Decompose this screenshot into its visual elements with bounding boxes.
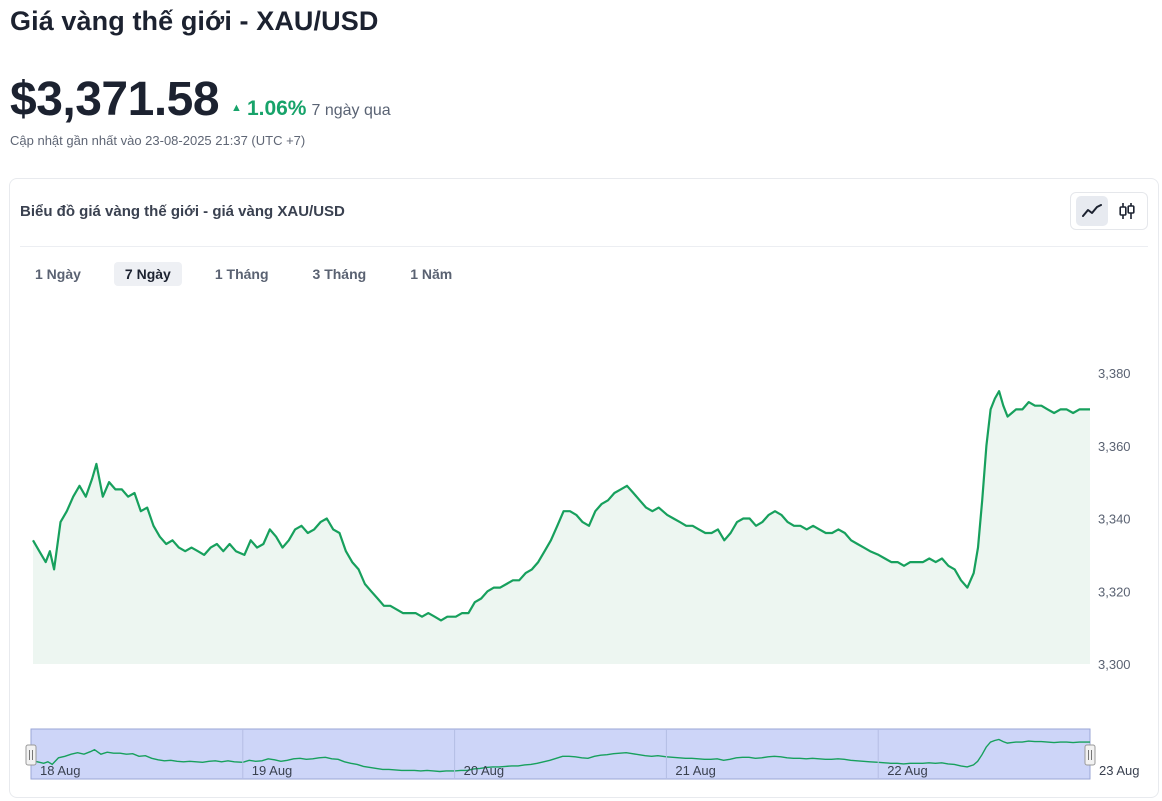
price-change: ▲ 1.06% 7 ngày qua bbox=[231, 97, 391, 121]
navigator-date-label: 20 Aug bbox=[464, 763, 505, 778]
navigator-line bbox=[30, 738, 1090, 773]
y-tick-label: 3,360 bbox=[1098, 439, 1131, 454]
candlestick-button[interactable] bbox=[1111, 196, 1143, 226]
y-tick-label: 3,300 bbox=[1098, 657, 1131, 672]
line-chart-icon bbox=[1081, 204, 1102, 217]
price-line bbox=[32, 390, 1090, 622]
y-tick-label: 3,380 bbox=[1098, 366, 1131, 381]
last-updated: Cập nhật gần nhất vào 23-08-2025 21:37 (… bbox=[10, 133, 306, 148]
y-tick-label: 3,320 bbox=[1098, 584, 1131, 599]
triangle-up-icon: ▲ bbox=[231, 102, 242, 114]
range-1-month[interactable]: 1 Tháng bbox=[214, 266, 269, 282]
current-price: $3,371.58 bbox=[10, 73, 220, 126]
chart-card-header: Biểu đồ giá vàng thế giới - giá vàng XAU… bbox=[10, 179, 1158, 247]
navigator-date-label: 21 Aug bbox=[675, 763, 716, 778]
navigator-date-label: 23 Aug bbox=[1099, 763, 1140, 778]
navigator-date-label: 18 Aug bbox=[40, 763, 81, 778]
price-row: $3,371.58 ▲ 1.06% 7 ngày qua bbox=[10, 72, 391, 127]
price-area bbox=[33, 391, 1090, 664]
navigator-window[interactable] bbox=[30, 728, 1091, 780]
range-7-days[interactable]: 7 Ngày bbox=[113, 262, 182, 286]
range-1-day[interactable]: 1 Ngày bbox=[35, 266, 81, 282]
range-3-months[interactable]: 3 Tháng bbox=[312, 266, 367, 282]
range-1-year[interactable]: 1 Năm bbox=[410, 266, 453, 282]
y-tick-label: 3,340 bbox=[1098, 512, 1131, 527]
line-chart-button[interactable] bbox=[1075, 196, 1108, 226]
chart-card-title: Biểu đồ giá vàng thế giới - giá vàng XAU… bbox=[20, 203, 345, 220]
navigator-right-handle[interactable] bbox=[1084, 744, 1096, 766]
header-divider bbox=[20, 246, 1148, 247]
candlestick-icon bbox=[1118, 203, 1135, 219]
range-selector: 1 Ngày 7 Ngày 1 Tháng 3 Tháng 1 Năm bbox=[24, 262, 485, 286]
chart-card: Biểu đồ giá vàng thế giới - giá vàng XAU… bbox=[9, 178, 1159, 798]
navigator-left-handle[interactable] bbox=[25, 744, 37, 766]
change-percent: 1.06% bbox=[246, 97, 307, 120]
chart-type-toggle bbox=[1070, 192, 1148, 230]
page-title: Giá vàng thế giới - XAU/USD bbox=[10, 6, 379, 36]
navigator-date-label: 19 Aug bbox=[252, 763, 292, 778]
change-period: 7 ngày qua bbox=[311, 102, 391, 119]
navigator-date-label: 22 Aug bbox=[887, 763, 928, 778]
